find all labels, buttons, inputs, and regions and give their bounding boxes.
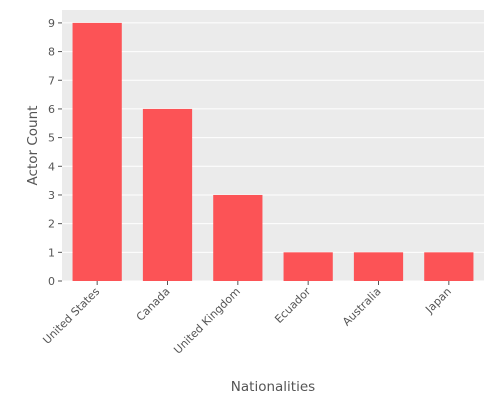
plot-area [62, 10, 484, 281]
y-axis-ticks: 0 1 2 3 4 5 6 7 8 9 [48, 17, 62, 288]
y-tick-label: 3 [48, 189, 55, 202]
y-tick-label: 6 [48, 103, 55, 116]
y-tick-label: 9 [48, 17, 55, 30]
bar [213, 194, 263, 281]
bar [72, 22, 122, 282]
y-tick-label: 1 [48, 246, 55, 259]
y-tick-label: 5 [48, 132, 55, 145]
y-tick-label: 4 [48, 160, 55, 173]
grid-lines [62, 22, 484, 282]
y-tick-label: 0 [48, 275, 55, 288]
x-tick-label: Japan [422, 285, 454, 317]
y-axis-label: Actor Count [25, 106, 41, 186]
bar [424, 252, 474, 281]
x-tick-label: Canada [134, 285, 173, 324]
x-tick-label: United Kingdom [171, 285, 243, 357]
x-tick-label: Australia [340, 285, 384, 329]
bars [72, 22, 474, 282]
bar [142, 108, 193, 281]
bar [283, 252, 333, 281]
x-tick-label: United States [40, 285, 102, 347]
x-tick-label: Ecuador [272, 285, 313, 326]
bar [353, 252, 404, 281]
y-tick-label: 8 [48, 46, 55, 59]
y-tick-label: 2 [48, 218, 55, 231]
y-tick-label: 7 [48, 74, 55, 87]
x-axis-label: Nationalities [231, 379, 315, 395]
